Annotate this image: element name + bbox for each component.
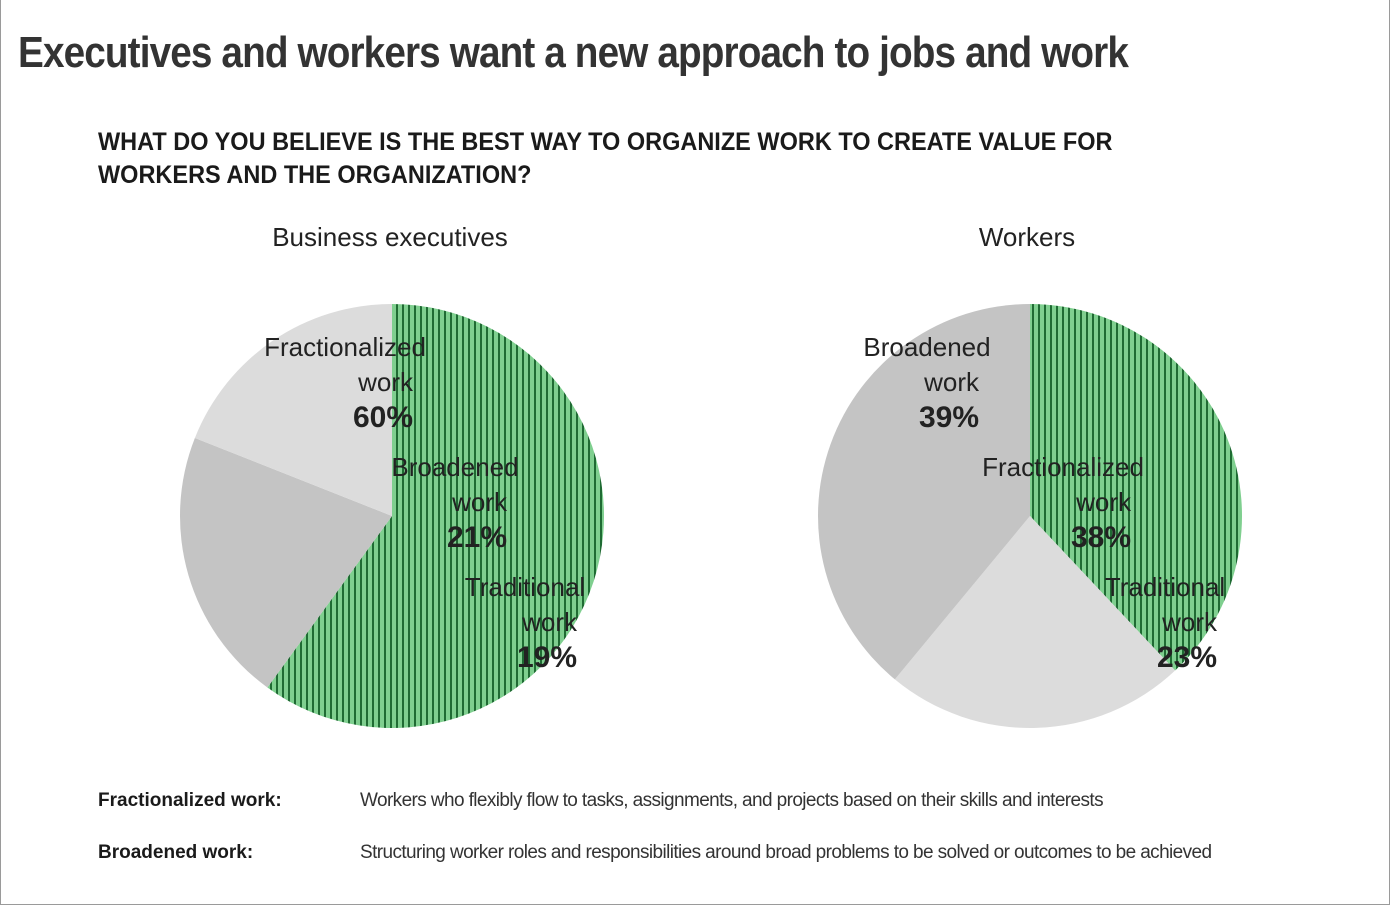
pie-slice-fractionalized-work: [1030, 304, 1242, 671]
pie-executives: Fractionalized work 60% Broadened work 21% Tra…: [179, 304, 604, 729]
pie-slice-traditional-work: [194, 304, 392, 516]
slice-value-label: 60%: [353, 401, 413, 434]
slice-label-name: Fractionalized: [264, 332, 426, 362]
slice-label-name: work: [521, 607, 578, 637]
pie-slice-broadened-work: [179, 437, 392, 688]
slice-label-traditional-work: Traditional work 23%: [1105, 572, 1225, 674]
survey-question: WHAT DO YOU BELIEVE IS THE BEST WAY TO O…: [98, 128, 1113, 189]
slice-value-label: 19%: [517, 641, 577, 674]
slice-label-traditional-work: Traditional work 19%: [465, 572, 585, 674]
slice-label-name: Traditional: [465, 572, 585, 602]
pie-title-executives: Business executives: [272, 222, 508, 252]
definition-term: Broadened work:: [98, 842, 254, 863]
definition-description: Structuring worker roles and responsibil…: [360, 842, 1212, 863]
slice-value-label: 23%: [1157, 641, 1217, 674]
definition-description: Workers who flexibly flow to tasks, assi…: [360, 790, 1104, 811]
pie-slice-traditional-work: [894, 516, 1176, 728]
pie-workers: Fractionalized work 38% Traditional work 23% B…: [818, 304, 1242, 728]
slice-label-name: Fractionalized: [982, 452, 1144, 482]
slice-value-label: 21%: [447, 521, 507, 554]
pie-title-workers: Workers: [978, 222, 1076, 252]
page-title: Executives and workers want a new approa…: [18, 28, 1129, 77]
slice-label-fractionalized-work: Fractionalized work 38%: [982, 452, 1144, 554]
slice-label-name: Broadened: [391, 452, 518, 482]
definition-term: Fractionalized work:: [98, 790, 282, 811]
slice-label-fractionalized-work: Fractionalized work 60%: [264, 332, 426, 434]
slice-label-name: work: [357, 367, 414, 397]
slice-value-label: 39%: [919, 401, 979, 434]
slice-label-name: work: [923, 367, 980, 397]
slice-label-name: work: [451, 487, 508, 517]
slice-label-name: work: [1075, 487, 1132, 517]
slice-label-broadened-work: Broadened work 21%: [391, 452, 518, 554]
slice-label-name: work: [1161, 607, 1218, 637]
slice-value-label: 38%: [1071, 521, 1131, 554]
pie-slice-fractionalized-work: [267, 304, 604, 729]
slice-label-broadened-work: Broadened work 39%: [863, 332, 990, 434]
slice-label-name: Broadened: [863, 332, 990, 362]
pie-slice-broadened-work: [818, 304, 1030, 680]
slice-label-name: Traditional: [1105, 572, 1225, 602]
